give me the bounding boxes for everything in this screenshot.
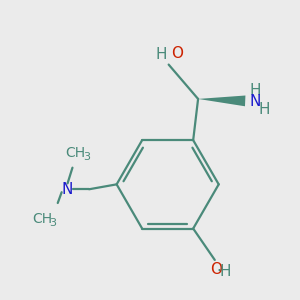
Polygon shape	[198, 95, 245, 106]
Text: H: H	[155, 47, 167, 62]
Text: N: N	[249, 94, 260, 110]
Text: CH: CH	[32, 212, 52, 226]
Text: H: H	[259, 102, 270, 117]
Text: O: O	[210, 262, 222, 277]
Text: CH: CH	[65, 146, 86, 160]
Text: ·: ·	[216, 264, 221, 279]
Text: 3: 3	[83, 152, 90, 162]
Text: O: O	[172, 46, 184, 61]
Text: H: H	[220, 264, 231, 279]
Text: 3: 3	[49, 218, 56, 228]
Text: H: H	[249, 82, 261, 98]
Text: N: N	[62, 182, 73, 197]
